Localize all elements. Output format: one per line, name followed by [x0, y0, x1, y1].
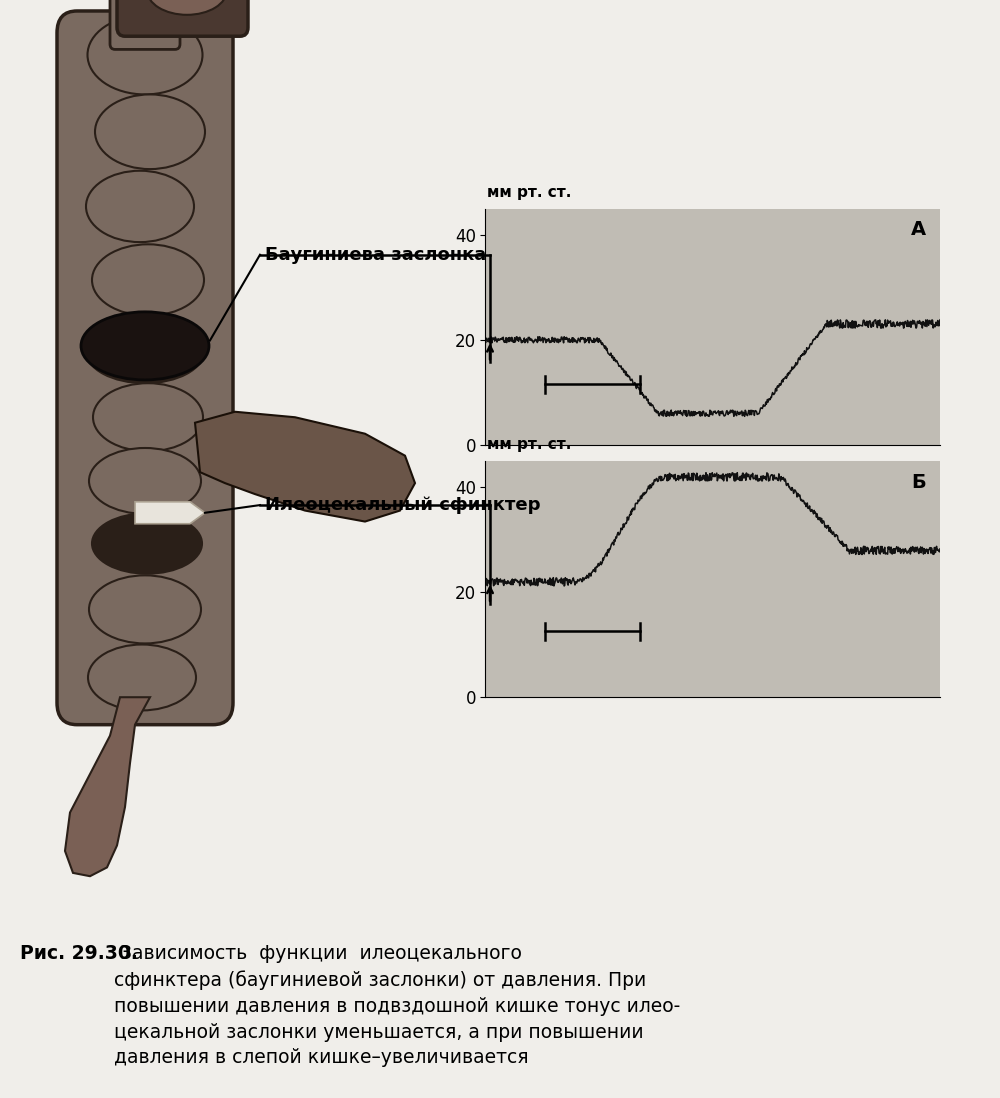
Polygon shape — [65, 697, 150, 876]
Ellipse shape — [92, 513, 202, 573]
Ellipse shape — [88, 15, 202, 94]
Text: А: А — [911, 221, 926, 239]
Text: Зависимость  функции  илеоцекального
сфинктера (баугиниевой заслонки) от давлени: Зависимость функции илеоцекального сфинк… — [114, 944, 680, 1067]
Ellipse shape — [88, 645, 196, 710]
Ellipse shape — [89, 448, 201, 514]
Ellipse shape — [89, 575, 201, 643]
FancyBboxPatch shape — [117, 0, 248, 36]
Ellipse shape — [86, 320, 204, 383]
Ellipse shape — [147, 0, 227, 15]
Polygon shape — [195, 412, 415, 522]
Text: мм рт. ст.: мм рт. ст. — [487, 437, 571, 452]
Ellipse shape — [86, 171, 194, 243]
FancyBboxPatch shape — [57, 11, 233, 725]
FancyBboxPatch shape — [110, 0, 180, 49]
Ellipse shape — [93, 383, 203, 451]
Text: Рис. 29.30.: Рис. 29.30. — [20, 944, 138, 963]
Text: Илеоцекальный сфинктер: Илеоцекальный сфинктер — [265, 496, 540, 514]
Ellipse shape — [95, 94, 205, 169]
Text: мм рт. ст.: мм рт. ст. — [487, 184, 571, 200]
Ellipse shape — [92, 245, 204, 316]
Text: Б: Б — [912, 473, 926, 492]
Ellipse shape — [81, 312, 209, 380]
Polygon shape — [135, 502, 205, 524]
Text: Баугиниева заслонка: Баугиниева заслонка — [265, 246, 486, 264]
